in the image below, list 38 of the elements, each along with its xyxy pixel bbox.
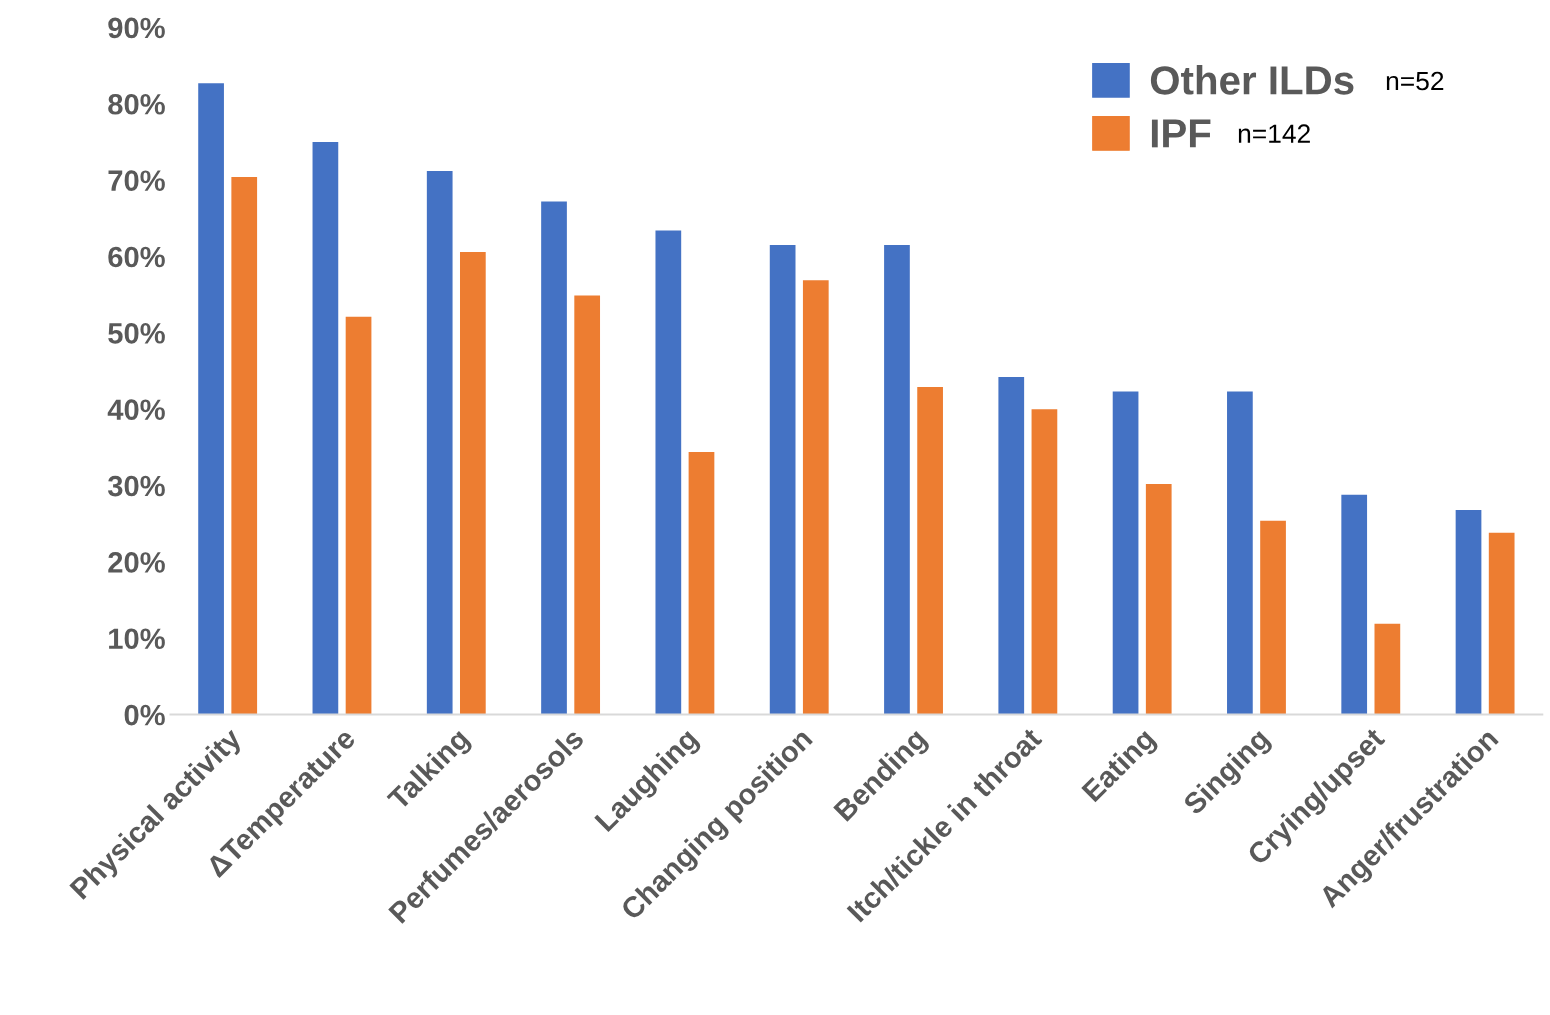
bar bbox=[884, 245, 910, 715]
y-tick-label: 70% bbox=[108, 170, 165, 191]
legend-label: Other ILDs bbox=[1150, 65, 1354, 95]
bar bbox=[655, 230, 682, 715]
bar bbox=[198, 83, 224, 715]
bar bbox=[231, 177, 258, 715]
y-tick-label: 20% bbox=[108, 552, 165, 573]
y-tick-label: 0% bbox=[124, 704, 165, 726]
annotation: n=142 bbox=[1238, 124, 1310, 143]
bar bbox=[426, 170, 453, 715]
bar bbox=[769, 245, 796, 715]
y-tick-label: 90% bbox=[108, 17, 165, 39]
bar bbox=[1227, 391, 1253, 715]
bar bbox=[998, 377, 1025, 715]
y-tick-label: 50% bbox=[108, 323, 165, 344]
bar bbox=[541, 201, 567, 715]
y-tick-label: 30% bbox=[107, 475, 165, 497]
y-tick-label: 80% bbox=[108, 93, 165, 115]
bar bbox=[1260, 520, 1286, 715]
bar bbox=[312, 141, 339, 715]
y-tick-label: 40% bbox=[107, 399, 165, 421]
bar bbox=[1341, 494, 1368, 715]
bar bbox=[917, 387, 943, 715]
y-tick-label: 60% bbox=[108, 246, 165, 268]
y-tick-label: 10% bbox=[109, 628, 165, 650]
bar bbox=[802, 280, 829, 715]
bar bbox=[345, 316, 372, 715]
bar bbox=[574, 295, 601, 715]
bar bbox=[1488, 532, 1515, 715]
bar bbox=[1112, 391, 1139, 715]
bar bbox=[1031, 409, 1058, 715]
annotation: n=52 bbox=[1386, 71, 1444, 91]
bar bbox=[1374, 623, 1401, 715]
legend-label: IPF bbox=[1151, 119, 1211, 148]
bar bbox=[688, 451, 715, 715]
bar bbox=[1455, 509, 1482, 715]
bar bbox=[460, 251, 486, 715]
bar bbox=[1145, 483, 1172, 715]
